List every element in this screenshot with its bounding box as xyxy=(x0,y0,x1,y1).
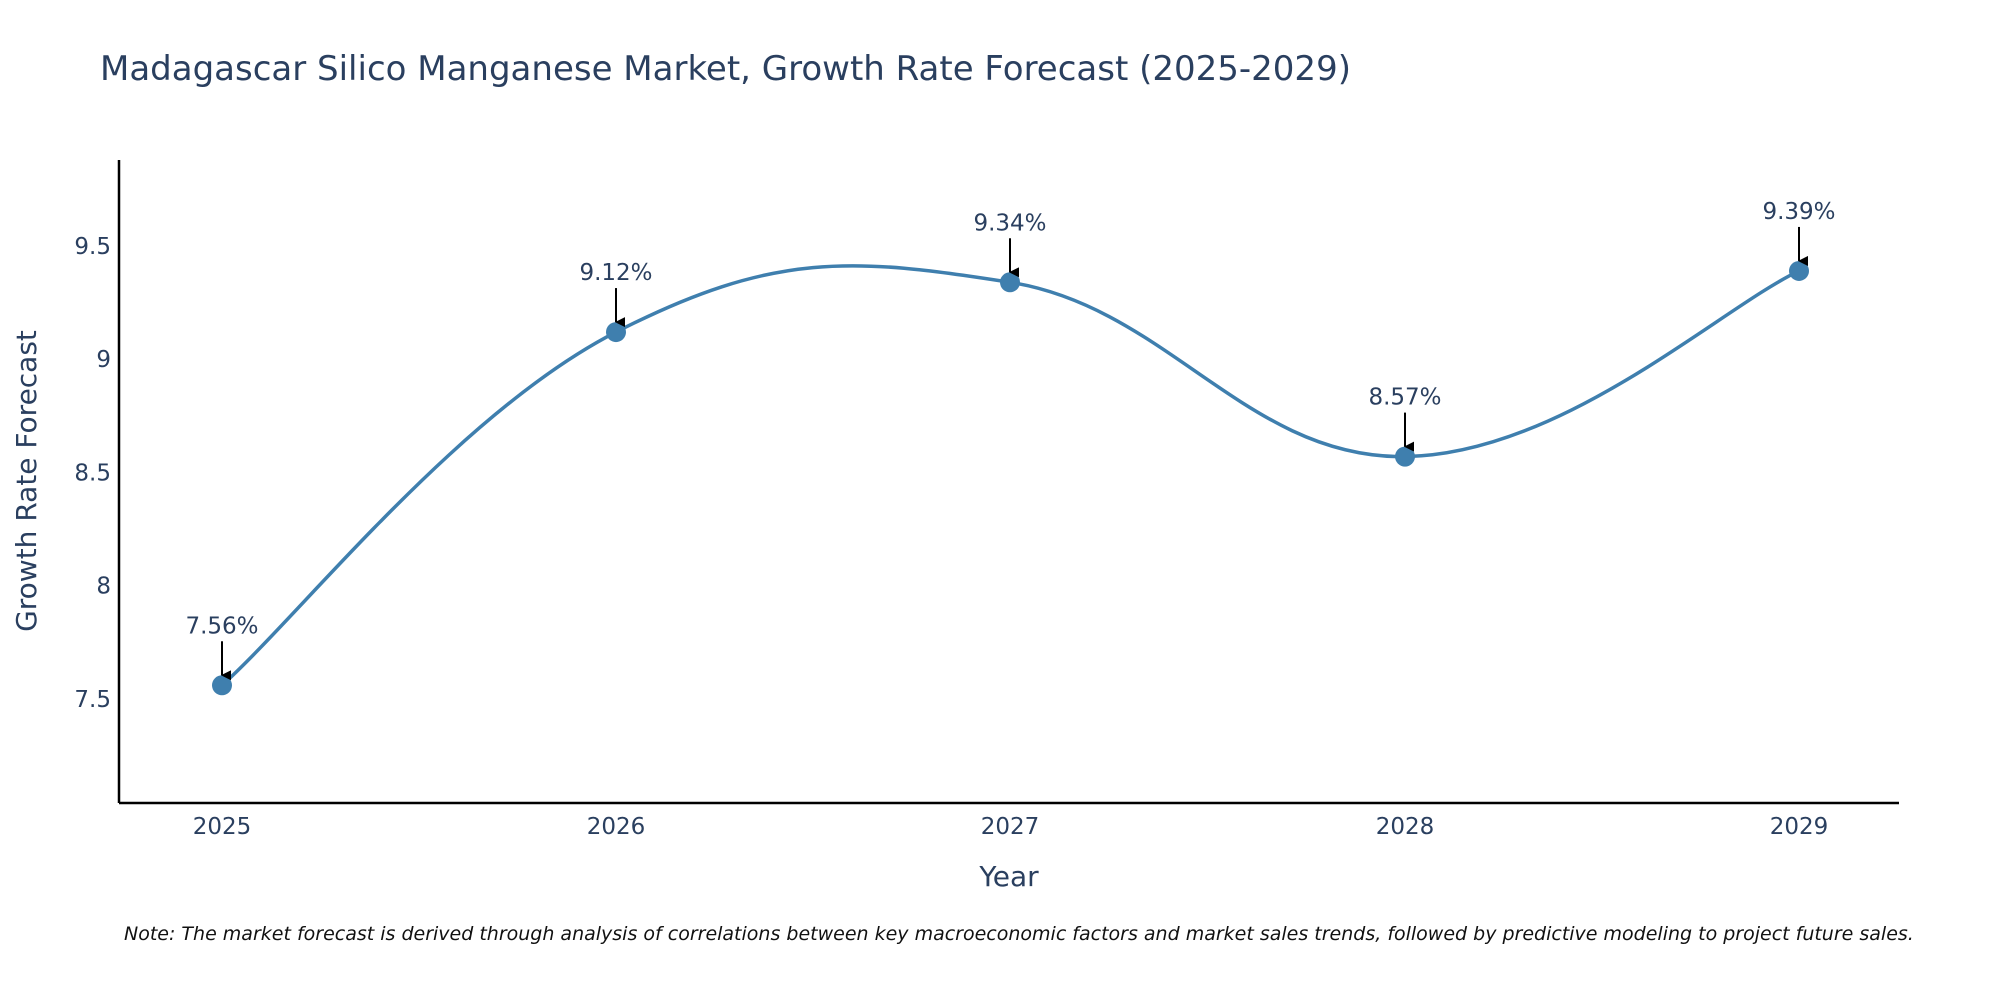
x-tick-label: 2026 xyxy=(587,814,646,840)
x-tick-label: 2028 xyxy=(1376,814,1435,840)
data-point-2025[interactable] xyxy=(212,675,232,696)
plot-area: 7.5 8 8.5 9 9.5 2025 2026 2027 2028 2029 7.56% 9.… xyxy=(74,160,1899,840)
y-tick-labels: 7.5 8 8.5 9 9.5 xyxy=(74,234,111,713)
y-tick-label: 8 xyxy=(96,574,111,600)
x-tick-label: 2029 xyxy=(1770,814,1829,840)
x-tick-labels: 2025 2026 2027 2028 2029 xyxy=(193,814,1829,840)
y-tick-label: 9.5 xyxy=(74,234,111,260)
data-point-2027[interactable] xyxy=(1000,272,1020,293)
data-markers xyxy=(212,260,1809,696)
data-label: 9.34% xyxy=(973,210,1046,236)
data-label: 9.12% xyxy=(579,260,652,286)
data-point-2028[interactable] xyxy=(1395,446,1415,467)
y-tick-label: 8.5 xyxy=(74,460,111,486)
data-annotations: 7.56% 9.12% 9.34% 8.57% 9.39% xyxy=(185,199,1836,681)
data-point-2029[interactable] xyxy=(1789,260,1809,281)
y-axis-title: Growth Rate Forecast xyxy=(10,330,43,632)
data-label: 9.39% xyxy=(1762,199,1835,225)
x-tick-label: 2027 xyxy=(981,814,1040,840)
y-tick-label: 9 xyxy=(96,347,111,373)
y-tick-label: 7.5 xyxy=(74,687,111,713)
x-tick-label: 2025 xyxy=(193,814,252,840)
data-label: 7.56% xyxy=(185,613,258,639)
data-label: 8.57% xyxy=(1368,385,1441,411)
footnote: Note: The market forecast is derived thr… xyxy=(124,923,1914,945)
data-point-2026[interactable] xyxy=(606,322,626,343)
chart-title: Madagascar Silico Manganese Market, Grow… xyxy=(100,49,1351,89)
series-line xyxy=(220,264,1800,687)
x-axis-title: Year xyxy=(978,860,1039,893)
